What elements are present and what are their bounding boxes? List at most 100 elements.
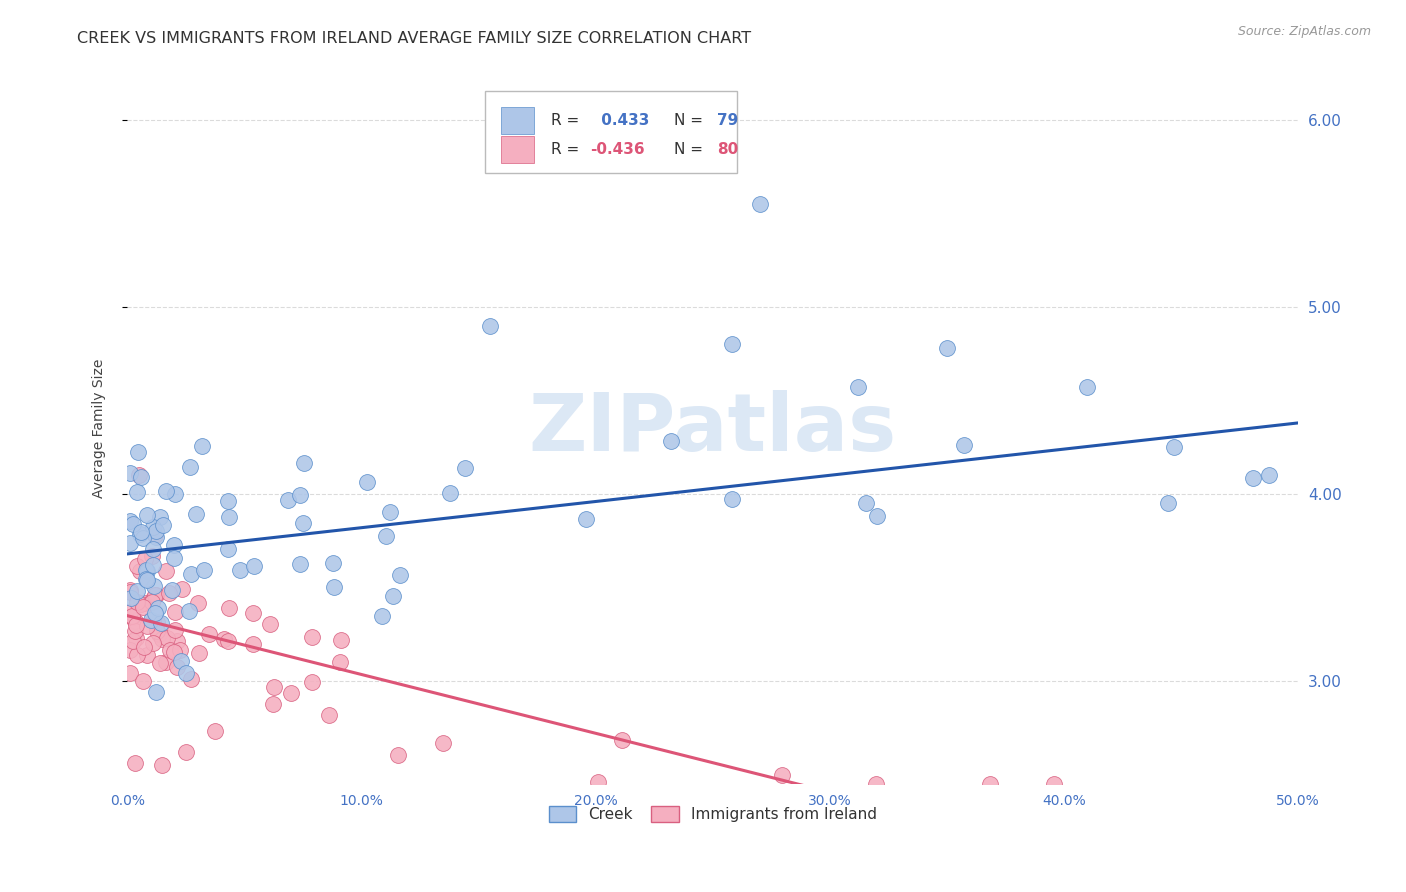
- Point: [142, 615, 165, 629]
- Point: [163, 538, 186, 552]
- Point: [125, 632, 148, 646]
- Point: [187, 596, 209, 610]
- Point: [145, 615, 167, 629]
- Point: [301, 630, 323, 644]
- Point: [720, 491, 742, 506]
- Point: [141, 614, 163, 628]
- Point: [184, 508, 207, 522]
- Text: Source: ZipAtlas.com: Source: ZipAtlas.com: [1237, 25, 1371, 38]
- Point: [204, 724, 226, 739]
- Point: [136, 619, 159, 633]
- Point: [136, 564, 159, 578]
- Point: [135, 563, 157, 577]
- Point: [118, 514, 141, 528]
- Point: [145, 524, 167, 538]
- Point: [142, 636, 165, 650]
- Point: [156, 631, 179, 645]
- Point: [127, 584, 149, 599]
- Point: [770, 767, 793, 781]
- Point: [134, 572, 156, 586]
- Point: [259, 617, 281, 632]
- Point: [855, 496, 877, 510]
- Point: [217, 634, 239, 648]
- Point: [132, 596, 155, 610]
- Point: [610, 733, 633, 747]
- FancyBboxPatch shape: [485, 91, 737, 172]
- Point: [748, 197, 770, 211]
- Point: [132, 531, 155, 545]
- Point: [141, 594, 163, 608]
- Point: [145, 530, 167, 544]
- Point: [155, 484, 177, 499]
- Point: [180, 672, 202, 686]
- Point: [163, 645, 186, 659]
- Point: [124, 618, 146, 632]
- Point: [1157, 496, 1180, 510]
- Point: [177, 604, 200, 618]
- Point: [149, 657, 172, 671]
- Point: [142, 558, 165, 572]
- Point: [174, 745, 197, 759]
- Point: [166, 634, 188, 648]
- Point: [142, 579, 165, 593]
- Point: [135, 573, 157, 587]
- Point: [1163, 440, 1185, 454]
- Point: [575, 512, 598, 526]
- Point: [454, 460, 477, 475]
- Text: N =: N =: [673, 113, 707, 128]
- Point: [118, 582, 141, 597]
- Text: -0.436: -0.436: [589, 142, 644, 157]
- Text: R =: R =: [551, 113, 585, 128]
- Point: [145, 685, 167, 699]
- Point: [131, 470, 153, 484]
- Point: [586, 774, 609, 789]
- Point: [127, 445, 149, 459]
- Point: [212, 632, 235, 647]
- Point: [127, 559, 149, 574]
- Point: [166, 660, 188, 674]
- Point: [131, 674, 153, 689]
- Point: [291, 516, 314, 530]
- Point: [329, 656, 352, 670]
- Text: 0.433: 0.433: [596, 113, 650, 128]
- Point: [150, 758, 173, 772]
- Point: [118, 536, 141, 550]
- Point: [292, 456, 315, 470]
- Point: [1258, 468, 1281, 483]
- Point: [280, 686, 302, 700]
- Point: [120, 591, 142, 606]
- Point: [242, 637, 264, 651]
- Point: [193, 563, 215, 577]
- Point: [288, 488, 311, 502]
- Point: [128, 468, 150, 483]
- Point: [143, 588, 166, 602]
- Point: [277, 493, 299, 508]
- Y-axis label: Average Family Size: Average Family Size: [93, 359, 107, 499]
- Text: R =: R =: [551, 142, 585, 157]
- Point: [125, 595, 148, 609]
- Point: [218, 510, 240, 524]
- Point: [149, 615, 172, 630]
- Point: [142, 542, 165, 557]
- Point: [155, 656, 177, 670]
- Point: [479, 318, 502, 333]
- Point: [263, 681, 285, 695]
- Point: [159, 642, 181, 657]
- Point: [382, 589, 405, 603]
- Text: ZIPatlas: ZIPatlas: [529, 390, 897, 467]
- Point: [720, 337, 742, 351]
- Point: [149, 510, 172, 524]
- Point: [1076, 380, 1098, 394]
- Point: [371, 609, 394, 624]
- Point: [134, 551, 156, 566]
- Point: [131, 599, 153, 614]
- Point: [148, 627, 170, 641]
- Point: [242, 606, 264, 620]
- Point: [979, 777, 1001, 791]
- Point: [318, 708, 340, 723]
- Point: [170, 582, 193, 596]
- Point: [143, 606, 166, 620]
- Point: [150, 632, 173, 646]
- Point: [1042, 777, 1064, 791]
- Point: [191, 438, 214, 452]
